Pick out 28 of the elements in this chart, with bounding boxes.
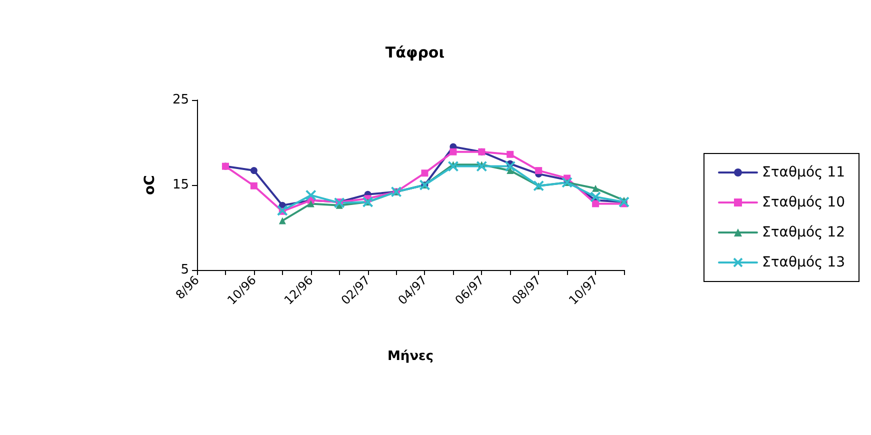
legend-label: Σταθμός 13 xyxy=(762,254,846,270)
point xyxy=(590,191,602,202)
point xyxy=(250,167,258,174)
y-tick-label: 15 xyxy=(172,178,189,192)
point xyxy=(506,167,514,174)
point xyxy=(307,200,314,208)
legend-label: Σταθμός 10 xyxy=(762,194,846,210)
point xyxy=(476,160,488,172)
legend-label: Σταθμός 12 xyxy=(762,224,846,240)
point xyxy=(250,182,258,190)
point xyxy=(448,160,459,172)
point xyxy=(450,148,457,156)
point xyxy=(421,170,428,177)
y-axis-title: oC xyxy=(142,175,158,195)
x-axis-title: Μήνες xyxy=(388,349,434,364)
legend-label: Σταθμός 11 xyxy=(762,164,846,180)
point xyxy=(535,167,542,174)
point xyxy=(276,205,288,216)
y-tick-label: 5 xyxy=(180,262,189,278)
point xyxy=(592,200,600,208)
y-tick-label: 25 xyxy=(172,92,189,108)
chart-title: Τάφροι xyxy=(385,44,445,62)
point xyxy=(504,160,516,172)
point xyxy=(334,197,345,208)
point xyxy=(592,184,600,192)
point xyxy=(305,190,316,201)
point xyxy=(506,150,514,158)
point xyxy=(278,217,286,224)
